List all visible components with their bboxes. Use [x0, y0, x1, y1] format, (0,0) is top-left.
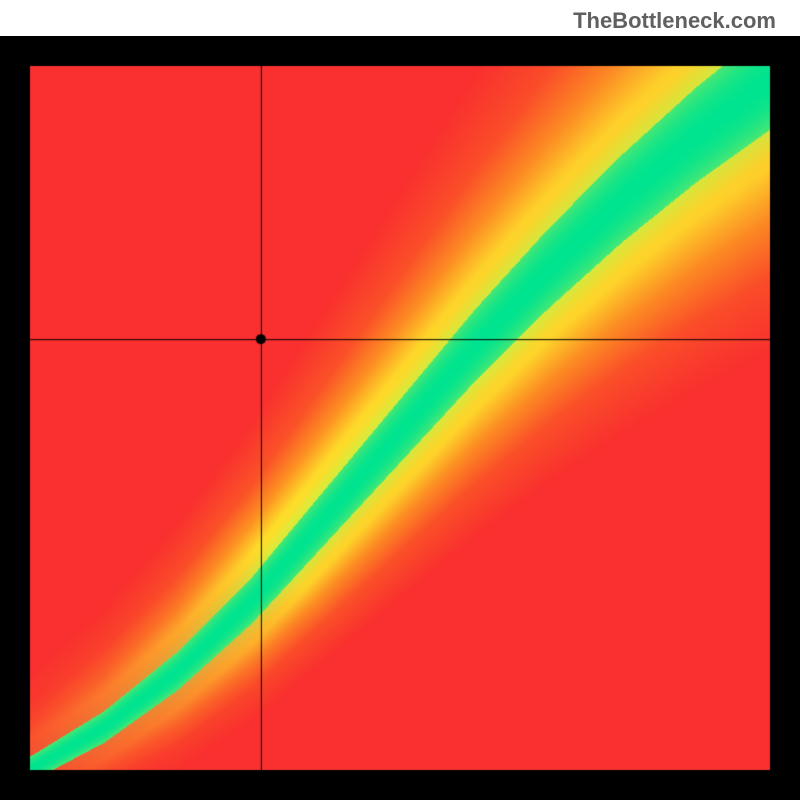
- heatmap-canvas: [0, 36, 800, 800]
- heatmap-chart: [0, 36, 800, 800]
- chart-container: TheBottleneck.com: [0, 0, 800, 800]
- attribution-text: TheBottleneck.com: [573, 8, 776, 34]
